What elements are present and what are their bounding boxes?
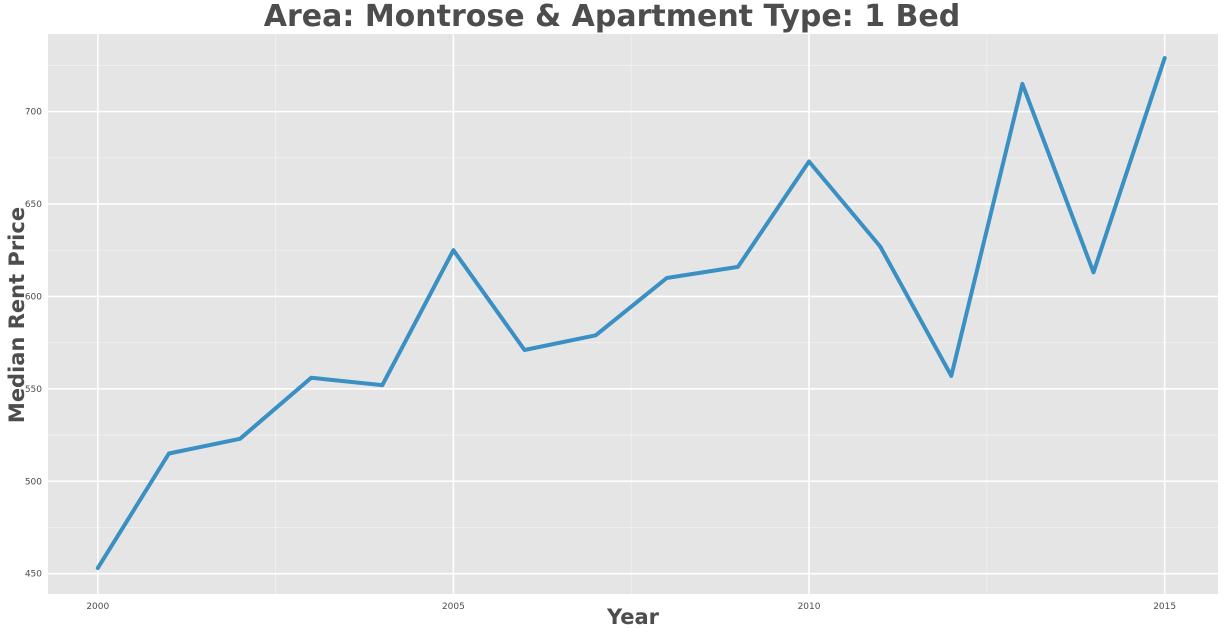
x-tick-label: 2015	[1153, 602, 1176, 612]
x-tick-label: 2010	[798, 602, 821, 612]
y-tick-label: 600	[25, 292, 42, 302]
y-axis-label: Median Rent Price	[5, 206, 29, 424]
x-tick-label: 2005	[442, 602, 465, 612]
x-tick-label: 2000	[86, 602, 109, 612]
series-line	[95, 56, 1167, 571]
chart-title: Area: Montrose & Apartment Type: 1 Bed	[263, 0, 961, 34]
grid-lines	[48, 34, 1218, 594]
tick-labels: 2000 2005 2010 2015 450 500 550 600 650 700	[25, 108, 1176, 612]
series-layer	[95, 56, 1167, 571]
y-tick-label: 650	[25, 200, 42, 210]
y-tick-label: 450	[25, 570, 42, 580]
plot-panel	[48, 34, 1218, 594]
y-tick-label: 500	[25, 477, 42, 487]
x-axis-label: Year	[606, 605, 660, 629]
y-tick-label: 550	[25, 385, 42, 395]
y-tick-label: 700	[25, 108, 42, 118]
